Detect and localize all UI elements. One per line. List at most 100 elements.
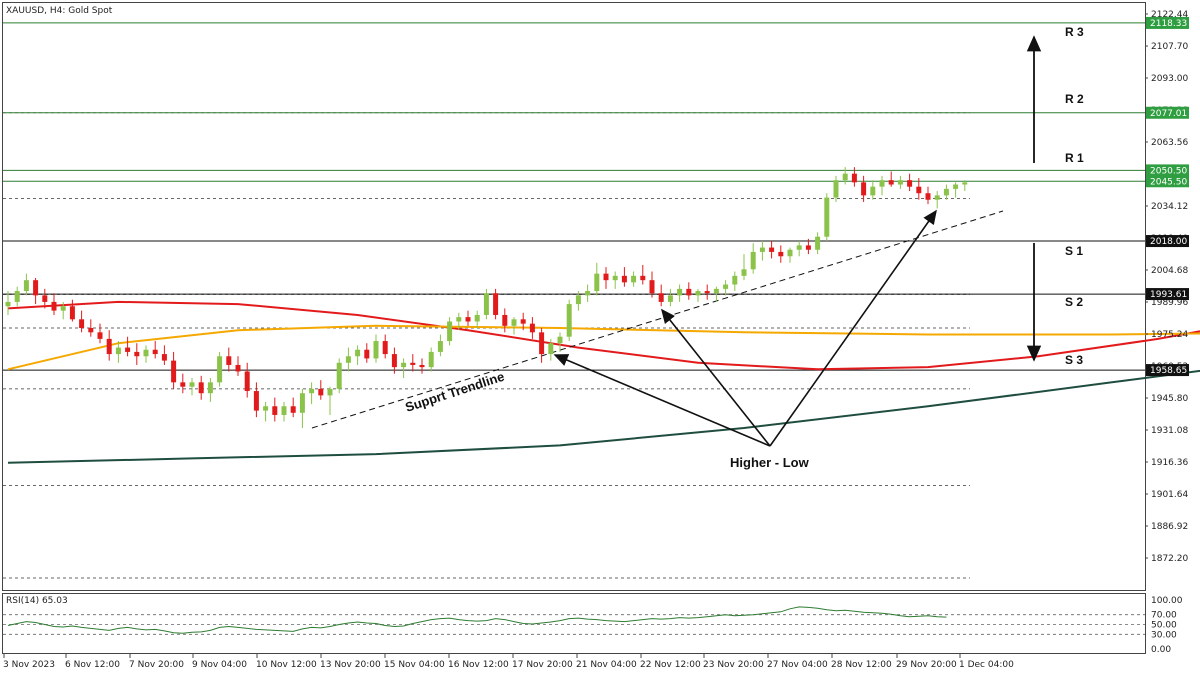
candle-body: [649, 280, 655, 294]
higher-low-arrow-3: [769, 209, 937, 447]
price-tick-label: 2093.00: [1151, 74, 1188, 84]
candle-body: [5, 301, 11, 307]
rsi-title: RSI(14) 65.03: [6, 596, 68, 606]
candle-body: [51, 301, 57, 311]
time-tick-label: 23 Nov 20:00: [703, 660, 764, 670]
candle-body: [382, 341, 388, 355]
time-axis: 3 Nov 2023 6 Nov 12:00 7 Nov 20:00 9 Nov 04…: [3, 654, 1014, 670]
candle-body: [189, 382, 195, 387]
candle-body: [934, 195, 940, 200]
candle-body: [695, 291, 701, 296]
candle-body: [60, 306, 66, 311]
candle-body: [520, 319, 526, 324]
candle-body: [217, 356, 223, 383]
candle-body: [631, 275, 637, 283]
candle-body: [566, 304, 572, 337]
candle-body: [355, 349, 361, 357]
rsi-line: [7, 606, 947, 634]
level-name-label: R 1: [1065, 151, 1084, 165]
candle-body: [759, 247, 765, 252]
rsi-layer: [3, 606, 1145, 635]
level-names-layer: R 3 R 2 R 1 S 1 S 2 S 3: [1065, 25, 1084, 367]
candle-body: [741, 269, 747, 276]
candle-body: [778, 251, 784, 257]
price-tick-label: 2004.68: [1151, 266, 1188, 276]
candle-body: [943, 188, 949, 196]
candle-body: [870, 186, 876, 196]
time-tick-label: 13 Nov 20:00: [320, 660, 381, 670]
candle-body: [833, 180, 839, 198]
candle-body: [235, 364, 241, 372]
candle-body: [621, 275, 627, 283]
candle-body: [299, 393, 305, 413]
time-tick-label: 6 Nov 12:00: [65, 660, 120, 670]
price-label-box: [1146, 288, 1189, 301]
candle-body: [309, 388, 315, 394]
candle-body: [263, 406, 269, 411]
rsi-tick-label: 0.00: [1151, 645, 1171, 655]
level-name-label: S 1: [1065, 244, 1083, 258]
price-label-box: [1146, 175, 1189, 188]
candle-body: [437, 341, 443, 352]
candle-body: [851, 173, 857, 183]
candle-body: [419, 364, 425, 368]
price-axis: 2122.442107.702093.002078.282063.562048.…: [1145, 10, 1188, 564]
candle-body: [364, 349, 370, 359]
candle-body: [456, 317, 462, 322]
candle-body: [842, 173, 848, 181]
candle-body: [686, 288, 692, 296]
candle-body: [171, 360, 177, 383]
candle-body: [603, 273, 609, 281]
candle-body: [327, 388, 333, 396]
candle-body: [428, 351, 434, 368]
time-tick-label: 17 Nov 20:00: [512, 660, 573, 670]
chart-title: XAUUSD, H4: Gold Spot: [6, 6, 113, 16]
candle-body: [33, 280, 39, 296]
moving-average-line: [7, 300, 1200, 371]
time-tick-label: 21 Nov 04:00: [576, 660, 637, 670]
candle-body: [796, 245, 802, 250]
rsi-tick-label: 70.00: [1151, 611, 1177, 621]
higher-low-arrow-1: [553, 354, 771, 447]
price-tick-label: 1886.92: [1151, 522, 1188, 532]
time-tick-label: 9 Nov 04:00: [192, 660, 247, 670]
candle-body: [391, 354, 397, 368]
moving-averages-layer: [7, 300, 1200, 464]
price-tick-label: 1916.36: [1151, 458, 1188, 468]
price-tick-label: 2122.44: [1151, 10, 1188, 20]
candle-body: [511, 319, 517, 326]
price-label-box: [1146, 16, 1189, 29]
price-label-text: 2050.50: [1150, 166, 1187, 176]
higher-low-arrow-2: [661, 308, 771, 447]
candle-body: [115, 347, 121, 355]
price-label-box: [1146, 106, 1189, 119]
candle-body: [502, 314, 508, 326]
candle-body: [879, 180, 885, 187]
candle-body: [962, 182, 968, 185]
support-trendline: [311, 210, 1004, 429]
price-tick-label: 1975.24: [1151, 330, 1188, 340]
time-tick-label: 22 Nov 12:00: [640, 660, 701, 670]
candle-body: [925, 193, 931, 200]
candle-body: [79, 319, 85, 328]
levels-layer: [3, 22, 1145, 579]
candle-body: [824, 197, 830, 237]
candle-body: [207, 382, 213, 394]
candle-body: [815, 236, 821, 250]
candle-body: [465, 317, 471, 322]
price-label-box: [1146, 364, 1189, 377]
level-name-label: S 3: [1065, 353, 1083, 367]
candle-body: [253, 391, 259, 411]
candle-body: [152, 349, 158, 355]
candle-body: [787, 249, 793, 257]
candle-body: [373, 341, 379, 359]
time-tick-label: 29 Nov 20:00: [896, 660, 957, 670]
candle-body: [318, 388, 324, 396]
candle-body: [769, 247, 775, 252]
candle-body: [723, 284, 729, 289]
time-tick-label: 28 Nov 12:00: [831, 660, 892, 670]
price-label-text: 1958.65: [1150, 366, 1187, 376]
candle-body: [97, 332, 103, 339]
